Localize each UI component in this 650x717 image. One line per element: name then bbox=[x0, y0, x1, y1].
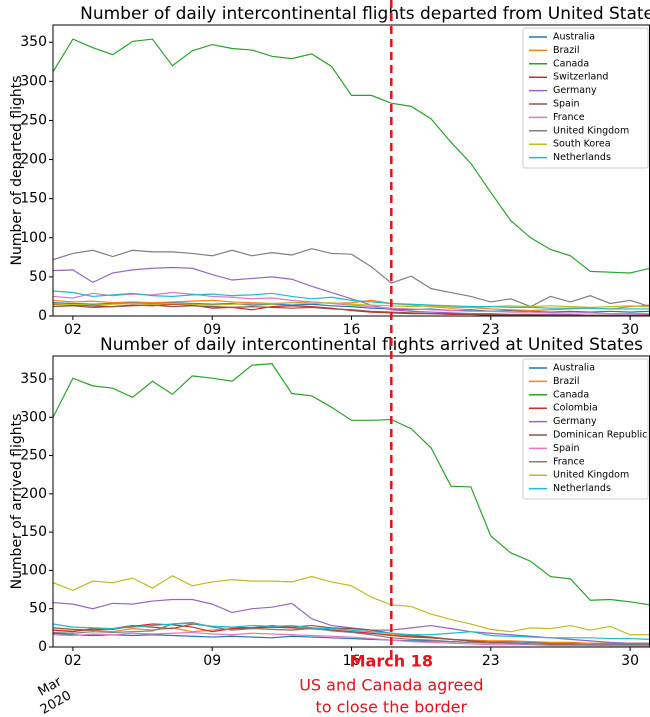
y-tick-label: 300 bbox=[20, 73, 47, 89]
legend-label: Spain bbox=[553, 99, 580, 110]
y-tick-label: 150 bbox=[20, 191, 47, 207]
series-line bbox=[53, 631, 650, 647]
x-tick-label: 30 bbox=[621, 322, 639, 338]
x-tick-label: 09 bbox=[203, 653, 221, 669]
series-line bbox=[53, 623, 650, 647]
y-tick-label: 200 bbox=[20, 152, 47, 168]
legend-label: Australia bbox=[553, 363, 595, 374]
series-line bbox=[53, 248, 650, 308]
y-tick-label: 0 bbox=[38, 639, 47, 655]
series-line bbox=[53, 290, 650, 310]
legend-label: Dominican Republic bbox=[553, 430, 647, 441]
legend-label: Brazil bbox=[553, 45, 580, 56]
legend-label: Colombia bbox=[553, 403, 598, 414]
legend-label: Spain bbox=[553, 443, 580, 454]
y-tick-label: 50 bbox=[29, 269, 47, 285]
legend-label: South Korea bbox=[553, 139, 611, 150]
legend-label: Netherlands bbox=[553, 152, 611, 163]
y-tick-label: 150 bbox=[20, 524, 47, 540]
y-axis-label: Number of departed flights bbox=[9, 75, 25, 265]
y-tick-label: 200 bbox=[20, 486, 47, 502]
legend-label: Germany bbox=[553, 416, 597, 427]
legend-label: Netherlands bbox=[553, 483, 611, 494]
annotation-title: March 18 bbox=[350, 652, 433, 671]
chart-title: Number of daily intercontinental flights… bbox=[80, 4, 650, 24]
y-axis-label: Number of arrived flights bbox=[9, 414, 25, 590]
series-line bbox=[53, 299, 650, 312]
series-line bbox=[53, 38, 650, 274]
y-tick-label: 100 bbox=[20, 230, 47, 246]
series-line bbox=[53, 266, 650, 316]
annotation-text: to close the border bbox=[315, 698, 467, 717]
x-tick-label: 30 bbox=[621, 653, 639, 669]
y-tick-label: 50 bbox=[29, 601, 47, 617]
series-line bbox=[53, 621, 650, 646]
legend-label: Australia bbox=[553, 32, 595, 43]
annotation-text: US and Canada agreed bbox=[299, 676, 483, 695]
legend-box bbox=[522, 358, 649, 500]
y-tick-label: 300 bbox=[20, 409, 47, 425]
legend-label: United Kingdom bbox=[553, 470, 629, 481]
series-line bbox=[53, 575, 650, 636]
legend-label: France bbox=[553, 112, 585, 123]
legend-label: United Kingdom bbox=[553, 125, 629, 136]
y-tick-label: 350 bbox=[20, 34, 47, 50]
legend-label: Germany bbox=[553, 85, 597, 96]
legend-label: Brazil bbox=[553, 376, 580, 387]
chart-title: Number of daily intercontinental flights… bbox=[100, 335, 643, 355]
legend-label: Switzerland bbox=[553, 72, 608, 83]
y-tick-label: 350 bbox=[20, 371, 47, 387]
y-tick-label: 100 bbox=[20, 562, 47, 578]
series-line bbox=[53, 622, 650, 640]
y-tick-label: 0 bbox=[38, 308, 47, 324]
x-tick-label: 02 bbox=[64, 653, 82, 669]
legend-box bbox=[522, 27, 649, 169]
x-tick-label: 16 bbox=[343, 653, 361, 669]
series-line bbox=[53, 304, 650, 316]
x-tick-label: 02 bbox=[64, 322, 82, 338]
series-line bbox=[53, 363, 650, 606]
x-tick-label: 09 bbox=[203, 322, 221, 338]
legend-label: Canada bbox=[553, 58, 589, 69]
series-line bbox=[53, 632, 650, 645]
legend-label: Canada bbox=[553, 389, 589, 400]
x-tick-label: 23 bbox=[482, 322, 500, 338]
legend-label: France bbox=[553, 456, 585, 467]
y-tick-label: 250 bbox=[20, 448, 47, 464]
series-line bbox=[53, 291, 650, 315]
x-tick-label: 23 bbox=[482, 653, 500, 669]
x-tick-label: 16 bbox=[343, 322, 361, 338]
series-line bbox=[53, 302, 650, 308]
series-line bbox=[53, 302, 650, 313]
y-tick-label: 250 bbox=[20, 112, 47, 128]
